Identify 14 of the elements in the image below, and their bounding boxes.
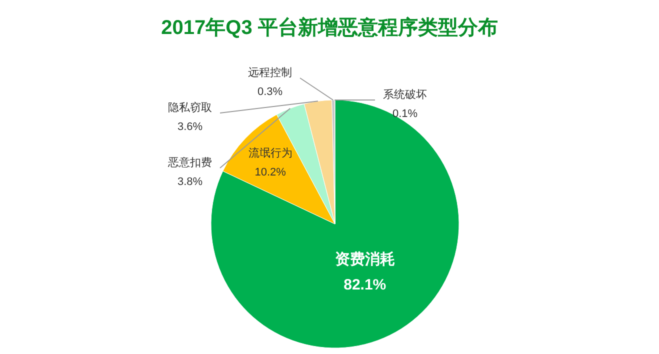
chart-title: 2017年Q3 平台新增恶意程序类型分布 [161, 16, 498, 39]
data-label: 10.2% [254, 166, 286, 178]
slice-label: 流氓行为 [248, 146, 292, 160]
data-label: 82.1% [344, 276, 386, 294]
slice-label: 资费消耗 [334, 251, 395, 268]
data-label: 3.6% [177, 120, 203, 133]
slice-label: 远程控制 [248, 66, 292, 80]
data-label: 0.3% [257, 86, 283, 98]
slice-label: 系统破坏 [383, 88, 427, 102]
pie-slice [210, 100, 460, 348]
slice-label: 隐私窃取 [168, 101, 212, 114]
data-label: 3.8% [177, 176, 203, 188]
data-label: 0.1% [392, 108, 418, 120]
slice-label: 恶意扣费 [167, 156, 212, 170]
